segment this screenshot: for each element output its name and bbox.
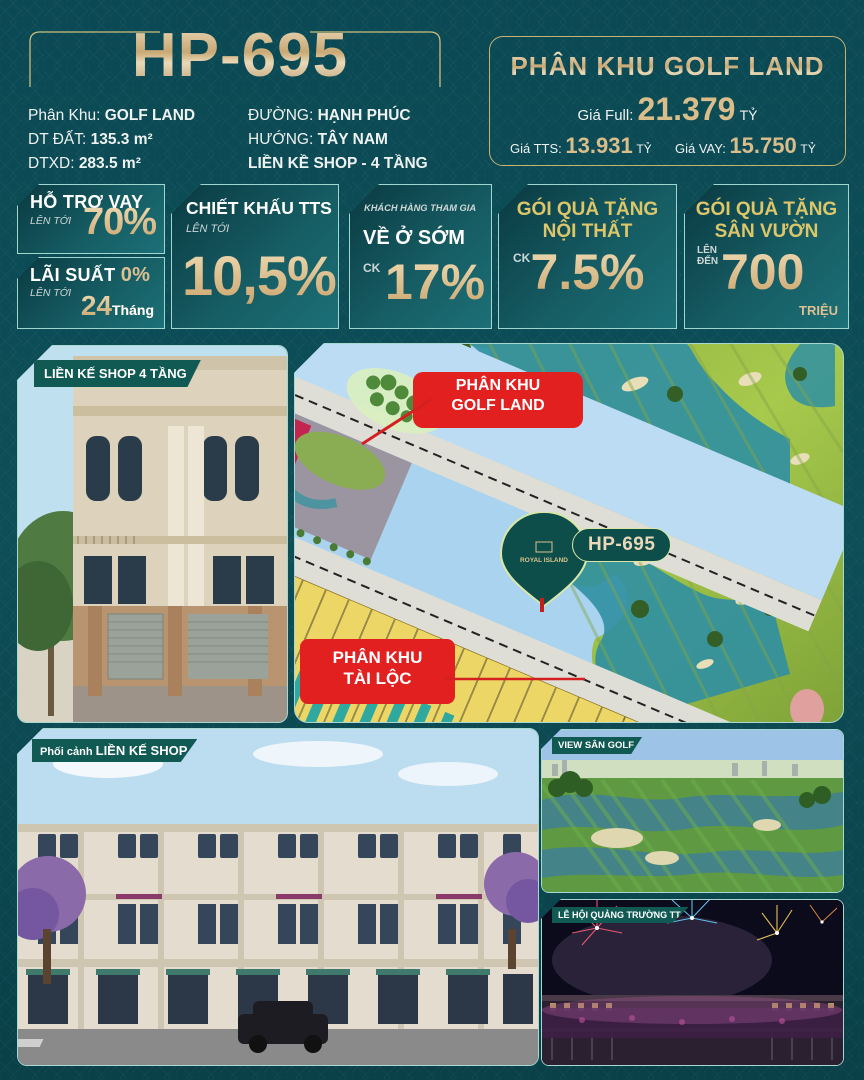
- svg-text:ROYAL ISLAND: ROYAL ISLAND: [520, 557, 568, 564]
